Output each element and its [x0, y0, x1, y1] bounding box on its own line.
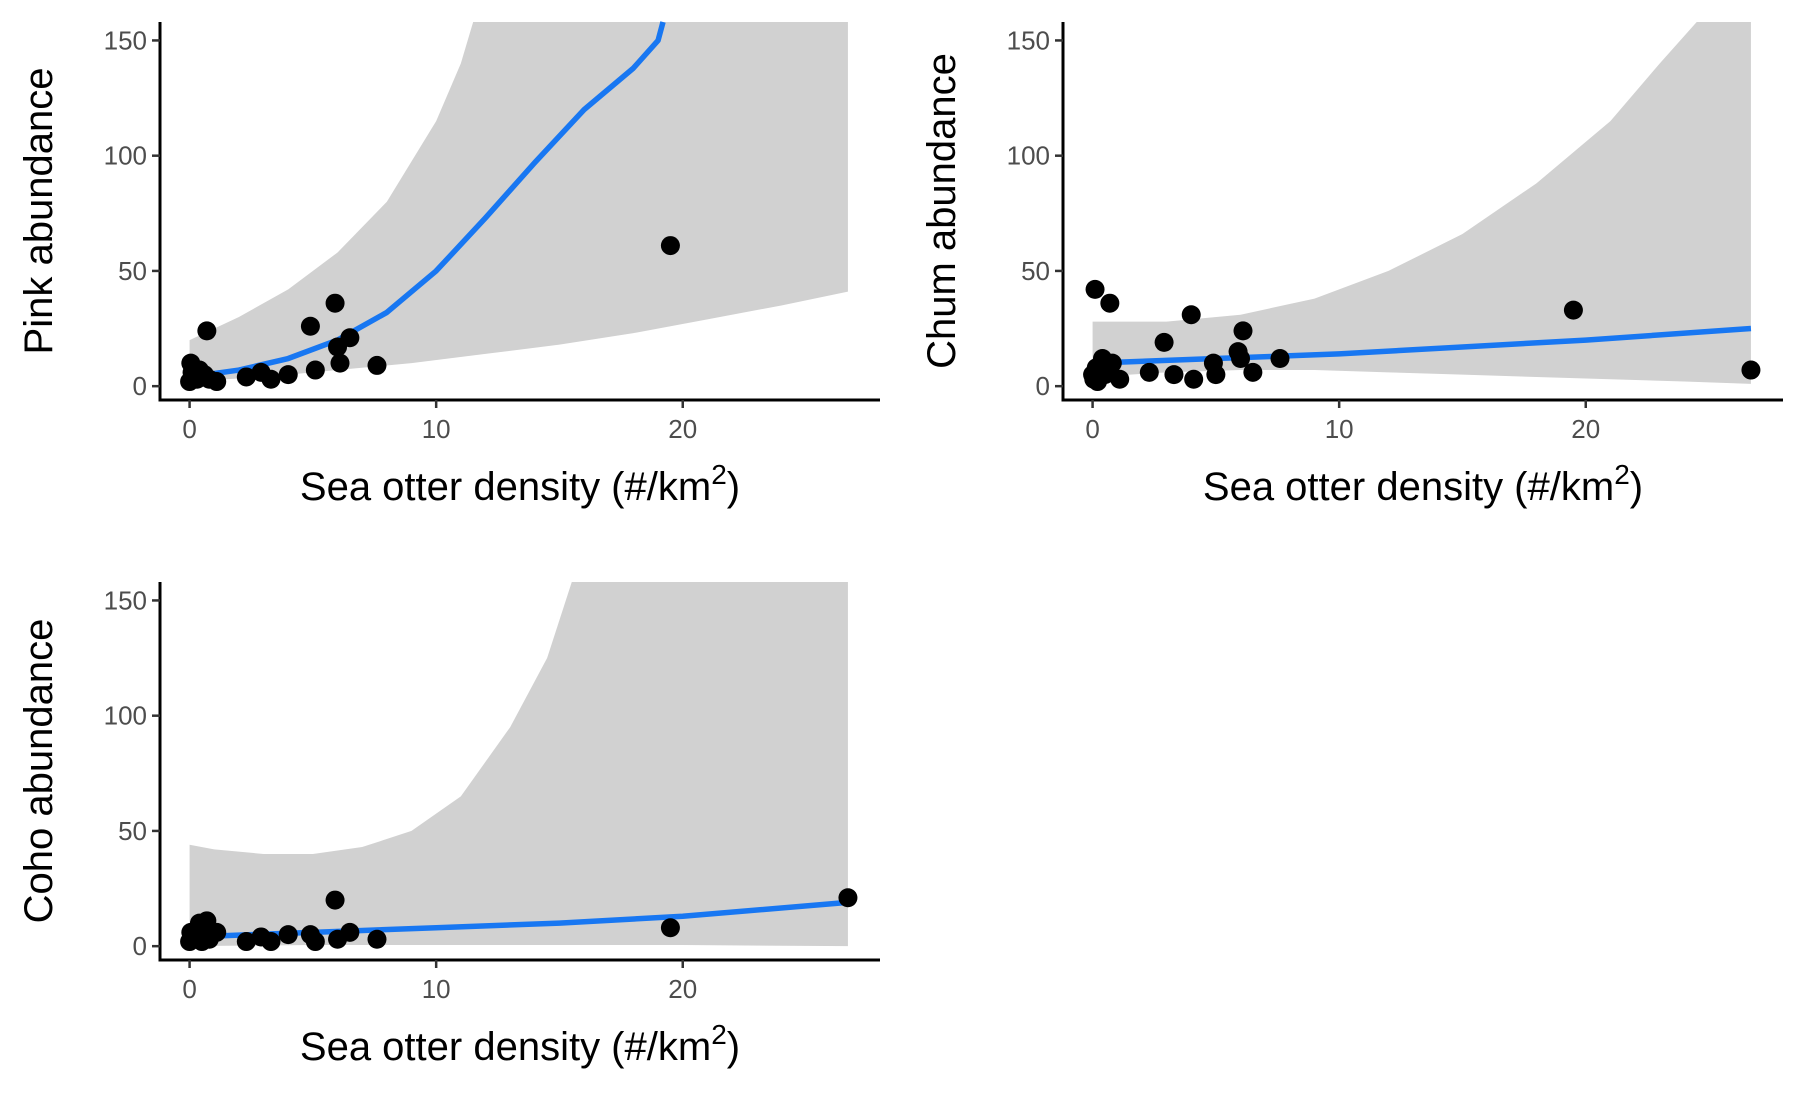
- y-tick-label: 100: [1007, 141, 1050, 171]
- confidence-band: [1092, 22, 1751, 384]
- y-axis-title: Chum abundance: [920, 53, 964, 369]
- y-axis-title: Coho abundance: [17, 619, 61, 924]
- data-point: [1154, 332, 1174, 352]
- data-point: [278, 925, 298, 945]
- data-point: [838, 888, 858, 908]
- x-tick-label: 20: [668, 414, 697, 444]
- data-point: [1085, 279, 1105, 299]
- y-tick-label: 50: [118, 816, 147, 846]
- fit-line: [189, 21, 666, 380]
- data-point: [1741, 360, 1761, 380]
- x-axis-title: Sea otter density (#/km2): [300, 459, 740, 509]
- x-tick-label: 10: [422, 414, 451, 444]
- data-point: [1563, 300, 1583, 320]
- data-point: [207, 922, 227, 942]
- data-point: [1231, 349, 1251, 369]
- y-tick-label: 100: [104, 141, 147, 171]
- data-point: [1164, 365, 1184, 385]
- data-point: [1243, 362, 1263, 382]
- data-point: [1139, 362, 1159, 382]
- y-tick-label: 0: [133, 931, 147, 961]
- data-point: [305, 360, 325, 380]
- data-point: [1233, 321, 1253, 341]
- panel-pink: 0 50 100 150 0 10 20 Sea otter density (#/km2) P…: [17, 21, 880, 509]
- x-axis-title: Sea otter density (#/km2): [1203, 459, 1643, 509]
- data-point: [330, 353, 350, 373]
- data-point: [1206, 365, 1226, 385]
- data-point: [660, 236, 680, 256]
- data-point: [1181, 305, 1201, 325]
- data-point: [207, 372, 227, 392]
- data-point: [261, 932, 281, 952]
- data-point: [1102, 353, 1122, 373]
- y-tick-label: 150: [104, 25, 147, 55]
- panel-chum: 0 50 100 150 0 10 20 Sea otter density (#/km2) C…: [920, 22, 1783, 509]
- data-point: [325, 293, 345, 313]
- x-tick-label: 20: [1571, 414, 1600, 444]
- x-tick-label: 0: [1085, 414, 1099, 444]
- x-axis-title: Sea otter density (#/km2): [300, 1019, 740, 1069]
- data-point: [340, 922, 360, 942]
- x-tick-label: 20: [668, 974, 697, 1004]
- data-point: [1270, 349, 1290, 369]
- fit-line: [1092, 325, 1752, 366]
- y-axis-title: Pink abundance: [17, 68, 61, 355]
- data-point: [305, 932, 325, 952]
- data-point: [340, 328, 360, 348]
- confidence-band: [189, 22, 848, 382]
- data-point: [1110, 369, 1130, 389]
- data-point: [367, 929, 387, 949]
- x-tick-label: 0: [182, 414, 196, 444]
- data-point: [261, 369, 281, 389]
- data-point: [1184, 369, 1204, 389]
- y-tick-label: 0: [133, 371, 147, 401]
- data-point: [660, 918, 680, 938]
- y-tick-label: 50: [1021, 256, 1050, 286]
- y-tick-label: 150: [104, 585, 147, 615]
- confidence-band: [189, 582, 848, 947]
- x-tick-label: 0: [182, 974, 196, 1004]
- x-tick-label: 10: [1325, 414, 1354, 444]
- data-point: [278, 365, 298, 385]
- y-tick-label: 150: [1007, 25, 1050, 55]
- data-point: [236, 367, 256, 387]
- data-point: [325, 890, 345, 910]
- y-tick-label: 100: [104, 701, 147, 731]
- data-point: [300, 316, 320, 336]
- x-tick-label: 10: [422, 974, 451, 1004]
- y-tick-label: 0: [1036, 371, 1050, 401]
- data-point: [197, 321, 217, 341]
- data-point: [236, 932, 256, 952]
- data-point: [1100, 293, 1120, 313]
- y-tick-label: 50: [118, 256, 147, 286]
- data-point: [367, 355, 387, 375]
- panel-coho: 0 50 100 150 0 10 20 Sea otter density (#/km2) C…: [17, 582, 880, 1069]
